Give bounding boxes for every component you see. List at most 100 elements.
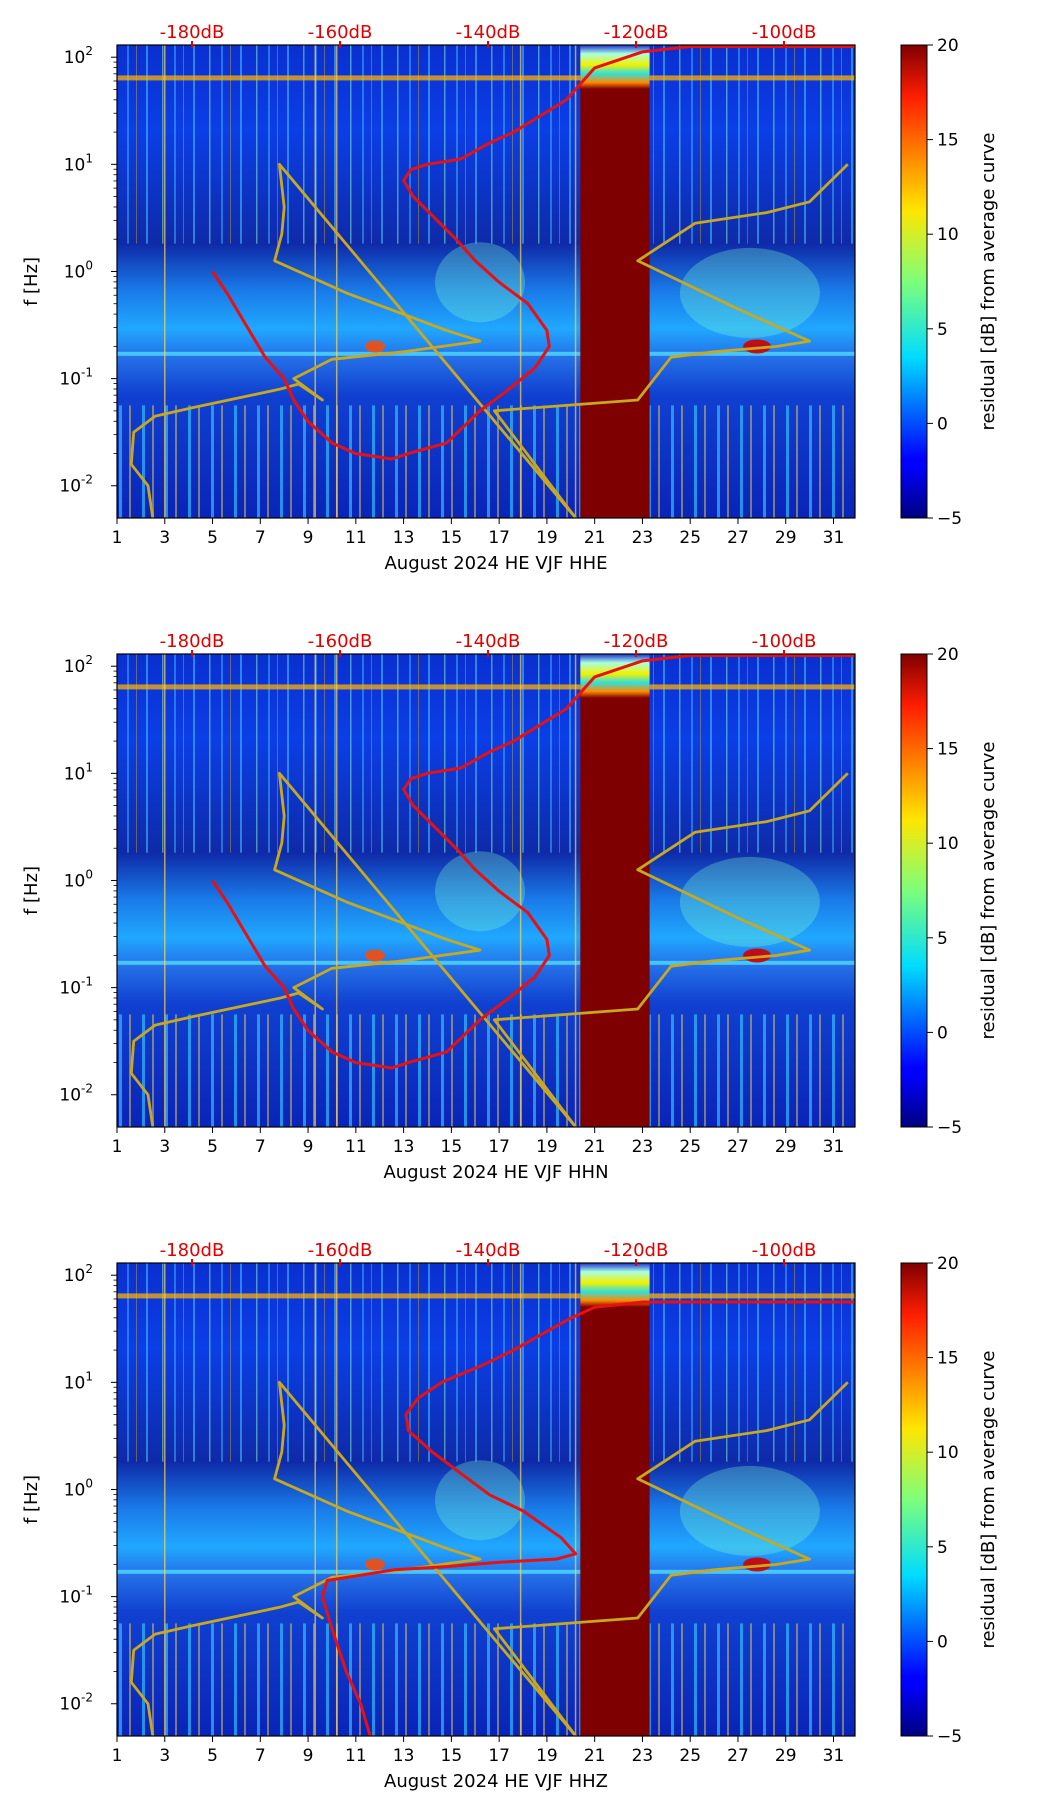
x-tick-label: 7 [255,528,266,548]
x-tick-label: 17 [488,528,510,548]
y-axis-label: f [Hz] [21,1475,42,1524]
y-tick-label: 10-1 [59,975,93,999]
db-scale-label: -180dB [160,22,225,43]
spectrogram-hotspot [364,1558,385,1571]
spectrogram-hotspot [364,949,385,962]
x-tick-label: 15 [441,528,463,548]
x-tick-label: 21 [584,1746,606,1766]
spectrogram-microseism-band [117,351,855,356]
colorbar: 20 15 10 5 0 −5 residual [dB] from average cur… [900,36,999,529]
y-tick-label: 100 [64,258,93,282]
db-scale-label: -160dB [308,22,373,43]
x-tick-label: 3 [159,1137,170,1157]
gold-curve [129,771,849,1127]
x-axis-label: August 2024 HE VJF HHE [384,553,607,574]
y-tick-label: 101 [64,151,93,175]
x-tick-label: 29 [775,1746,797,1766]
y-tick-label: 10-2 [59,1691,93,1715]
spectrogram-haze [679,247,820,338]
spectrogram-haze [679,1465,820,1556]
spectrogram-low-freq-bursts [117,1623,855,1736]
x-tick-label: 15 [441,1746,463,1766]
red-curve [320,1300,855,1736]
data-gap-block [580,45,650,518]
colorbar-label: residual [dB] from average curve [978,132,999,430]
x-tick-label: 27 [727,1137,749,1157]
x-tick-label: 23 [632,1746,654,1766]
y-tick-label: 102 [64,44,93,68]
x-tick-label: 1 [112,1746,123,1766]
x-tick-label: 7 [255,1137,266,1157]
x-tick-label: 5 [207,1137,218,1157]
db-scale-label: -100dB [752,1240,817,1261]
colorbar-tick-label: −5 [937,1118,962,1138]
red-curve [211,654,855,1070]
x-tick-label: 21 [584,1137,606,1157]
x-tick-label: 5 [207,528,218,548]
x-tick-label: 7 [255,1746,266,1766]
gold-curve [129,162,849,518]
x-tick-label: 3 [159,1746,170,1766]
x-tick-label: 19 [536,528,558,548]
y-axis-label: f [Hz] [21,257,42,306]
db-scale-label: -160dB [308,1240,373,1261]
colorbar-tick-label: 20 [937,1254,959,1274]
spectrogram-microseism-band [117,960,855,965]
y-axis-label: f [Hz] [21,866,42,915]
x-tick-label: 1 [112,1137,123,1157]
x-tick-label: 29 [775,1137,797,1157]
y-tick-label: 10-2 [59,473,93,497]
db-scale-label: -100dB [752,22,817,43]
x-tick-label: 9 [303,528,314,548]
colorbar: 20 15 10 5 0 −5 residual [dB] from average cur… [900,1254,999,1747]
colorbar-tick-label: 10 [937,1443,959,1463]
x-axis-label: August 2024 HE VJF HHN [383,1162,608,1183]
db-scale-label: -140dB [456,22,521,43]
data-gap-block [580,1263,650,1736]
x-tick-label: 17 [488,1137,510,1157]
y-tick-label: 100 [64,1476,93,1500]
spectrogram-haze [435,851,526,932]
db-scale-label: -180dB [160,631,225,652]
x-tick-label: 5 [207,1746,218,1766]
x-tick-label: 13 [393,528,415,548]
colorbar-tick-label: −5 [937,1727,962,1747]
y-tick-label: 10-1 [59,366,93,390]
db-scale-label: -180dB [160,1240,225,1261]
red-curve [211,45,855,461]
spectrogram-line-50hz [117,684,855,690]
colorbar-tick-label: 0 [937,1023,948,1043]
x-tick-label: 9 [303,1746,314,1766]
spectrogram-hotspot [364,340,385,353]
db-scale-label: -160dB [308,631,373,652]
x-tick-label: 15 [441,1137,463,1157]
x-tick-label: 3 [159,528,170,548]
colorbar-tick-label: 15 [937,740,959,760]
db-scale-label: -140dB [456,1240,521,1261]
y-tick-label: 10-2 [59,1082,93,1106]
x-tick-label: 25 [679,1746,701,1766]
spectrogram-haze [679,856,820,947]
x-tick-label: 31 [823,1137,845,1157]
y-tick-label: 100 [64,867,93,891]
colorbar-label: residual [dB] from average curve [978,1350,999,1648]
colorbar-tick-label: 20 [937,36,959,56]
x-tick-label: 21 [584,528,606,548]
spectrogram-line-50hz [117,1293,855,1299]
spectrogram-haze [435,242,526,323]
colorbar-gradient [900,1262,928,1737]
colorbar-tick-label: 15 [937,1349,959,1369]
colorbar-tick-label: 10 [937,225,959,245]
data-gap-top-band [580,1263,650,1307]
colorbar-gradient [900,44,928,519]
spectrogram-microseism-band [117,1569,855,1574]
x-tick-label: 11 [345,1746,367,1766]
y-tick-label: 101 [64,760,93,784]
data-gap-block [580,654,650,1127]
x-tick-label: 29 [775,528,797,548]
db-scale-label: -140dB [456,631,521,652]
colorbar-tick-label: 0 [937,414,948,434]
db-scale-label: -120dB [604,1240,669,1261]
y-tick-label: 10-1 [59,1584,93,1608]
